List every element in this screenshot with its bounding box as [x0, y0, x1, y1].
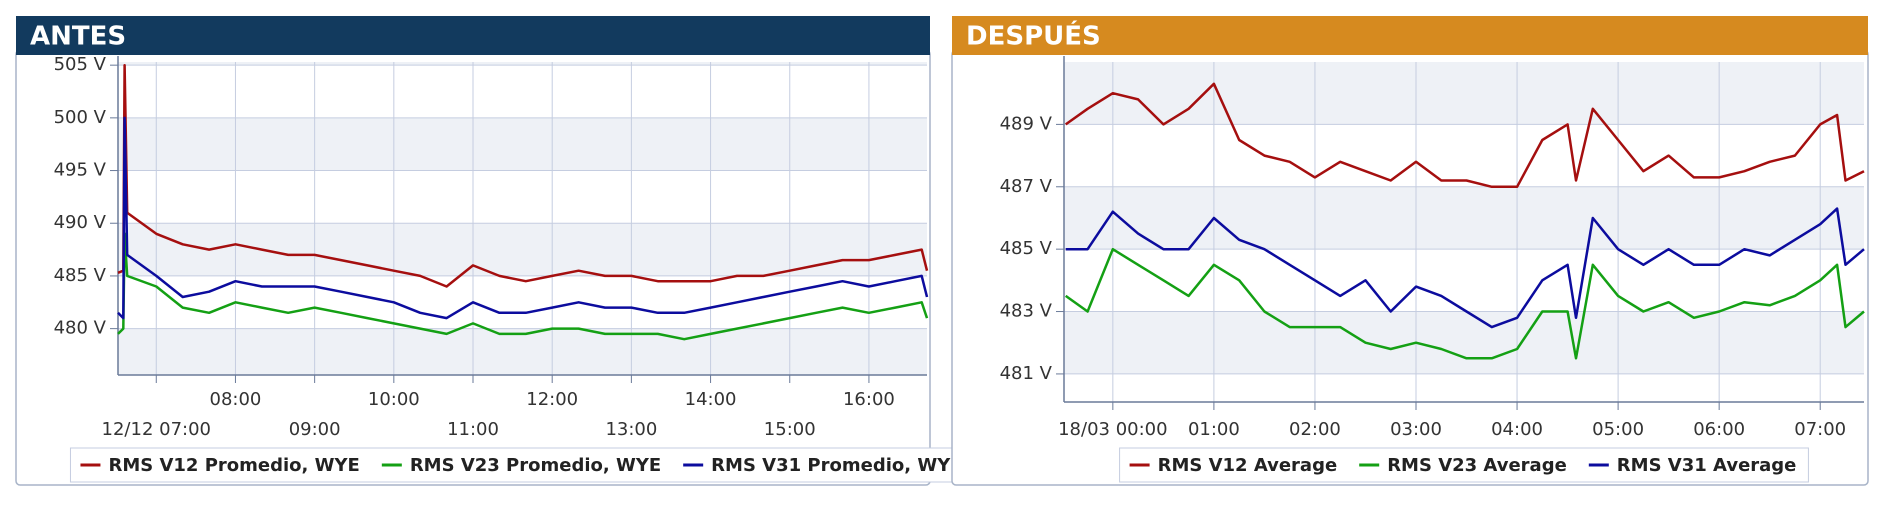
y-tick-label: 505 V	[54, 54, 107, 75]
x-tick-label: 15:00	[764, 419, 816, 440]
grid-band	[1064, 311, 1864, 374]
legend-label: RMS V12 Promedio, WYE	[108, 455, 359, 476]
x-tick-label: 01:00	[1188, 419, 1240, 440]
y-tick-label: 490 V	[54, 212, 107, 233]
legend-label: RMS V12 Average	[1158, 455, 1338, 476]
x-tick-label: 10:00	[368, 389, 420, 410]
y-tick-label: 483 V	[1000, 301, 1053, 322]
x-tick-label: 07:00	[1794, 419, 1846, 440]
legend-label: RMS V23 Promedio, WYE	[410, 455, 661, 476]
x-tick-label: 11:00	[447, 419, 499, 440]
legend-label: RMS V31 Average	[1617, 455, 1797, 476]
grid-band	[118, 117, 927, 171]
series-line	[1065, 207, 1865, 329]
legend: RMS V12 Average RMS V23 Average RMS V31 Av…	[1119, 447, 1809, 483]
series-line	[117, 232, 929, 341]
series-line	[1064, 82, 1865, 189]
x-tick-label: 14:00	[685, 389, 737, 410]
x-tick-label: 03:00	[1390, 419, 1442, 440]
x-tick-label: 09:00	[289, 419, 341, 440]
y-tick-label: 485 V	[54, 265, 107, 286]
grid-band	[1064, 62, 1864, 125]
y-tick-label: 489 V	[1000, 113, 1053, 134]
grid-band	[118, 62, 927, 66]
y-tick-label: 495 V	[54, 160, 107, 181]
x-tick-label: 16:00	[843, 389, 895, 410]
x-tick-label: 08:00	[210, 389, 262, 410]
grid-band	[118, 223, 927, 276]
series-line	[117, 63, 929, 288]
legend-label: RMS V31 Promedio, WYE	[711, 455, 962, 476]
y-tick-label: 487 V	[1000, 176, 1053, 197]
panel-title: DESPUÉS	[966, 20, 1101, 52]
legend-label: RMS V23 Average	[1387, 455, 1567, 476]
series-line	[1064, 247, 1865, 360]
y-tick-label: 500 V	[54, 107, 107, 128]
panel-title: ANTES	[30, 22, 126, 52]
series-line	[117, 116, 929, 320]
x-tick-label: 02:00	[1289, 419, 1341, 440]
y-tick-label: 480 V	[54, 318, 107, 339]
panel-header	[952, 16, 1868, 55]
grid-band	[118, 328, 927, 375]
x-tick-label: 12:00	[526, 389, 578, 410]
y-tick-label: 481 V	[1000, 363, 1053, 384]
legend: RMS V12 Promedio, WYE RMS V23 Promedio, W…	[69, 447, 976, 483]
x-tick-label: 04:00	[1491, 419, 1543, 440]
panel-header	[16, 16, 930, 55]
x-tick-label: 13:00	[605, 419, 657, 440]
legend-box	[1119, 447, 1809, 483]
x-tick-label: 05:00	[1592, 419, 1644, 440]
grid-band	[1064, 186, 1864, 250]
x-tick-label: 06:00	[1693, 419, 1745, 440]
y-tick-label: 485 V	[1000, 238, 1053, 259]
x-tick-label: 18/03 00:00	[1058, 419, 1167, 440]
x-tick-label: 12/12 07:00	[102, 419, 211, 440]
